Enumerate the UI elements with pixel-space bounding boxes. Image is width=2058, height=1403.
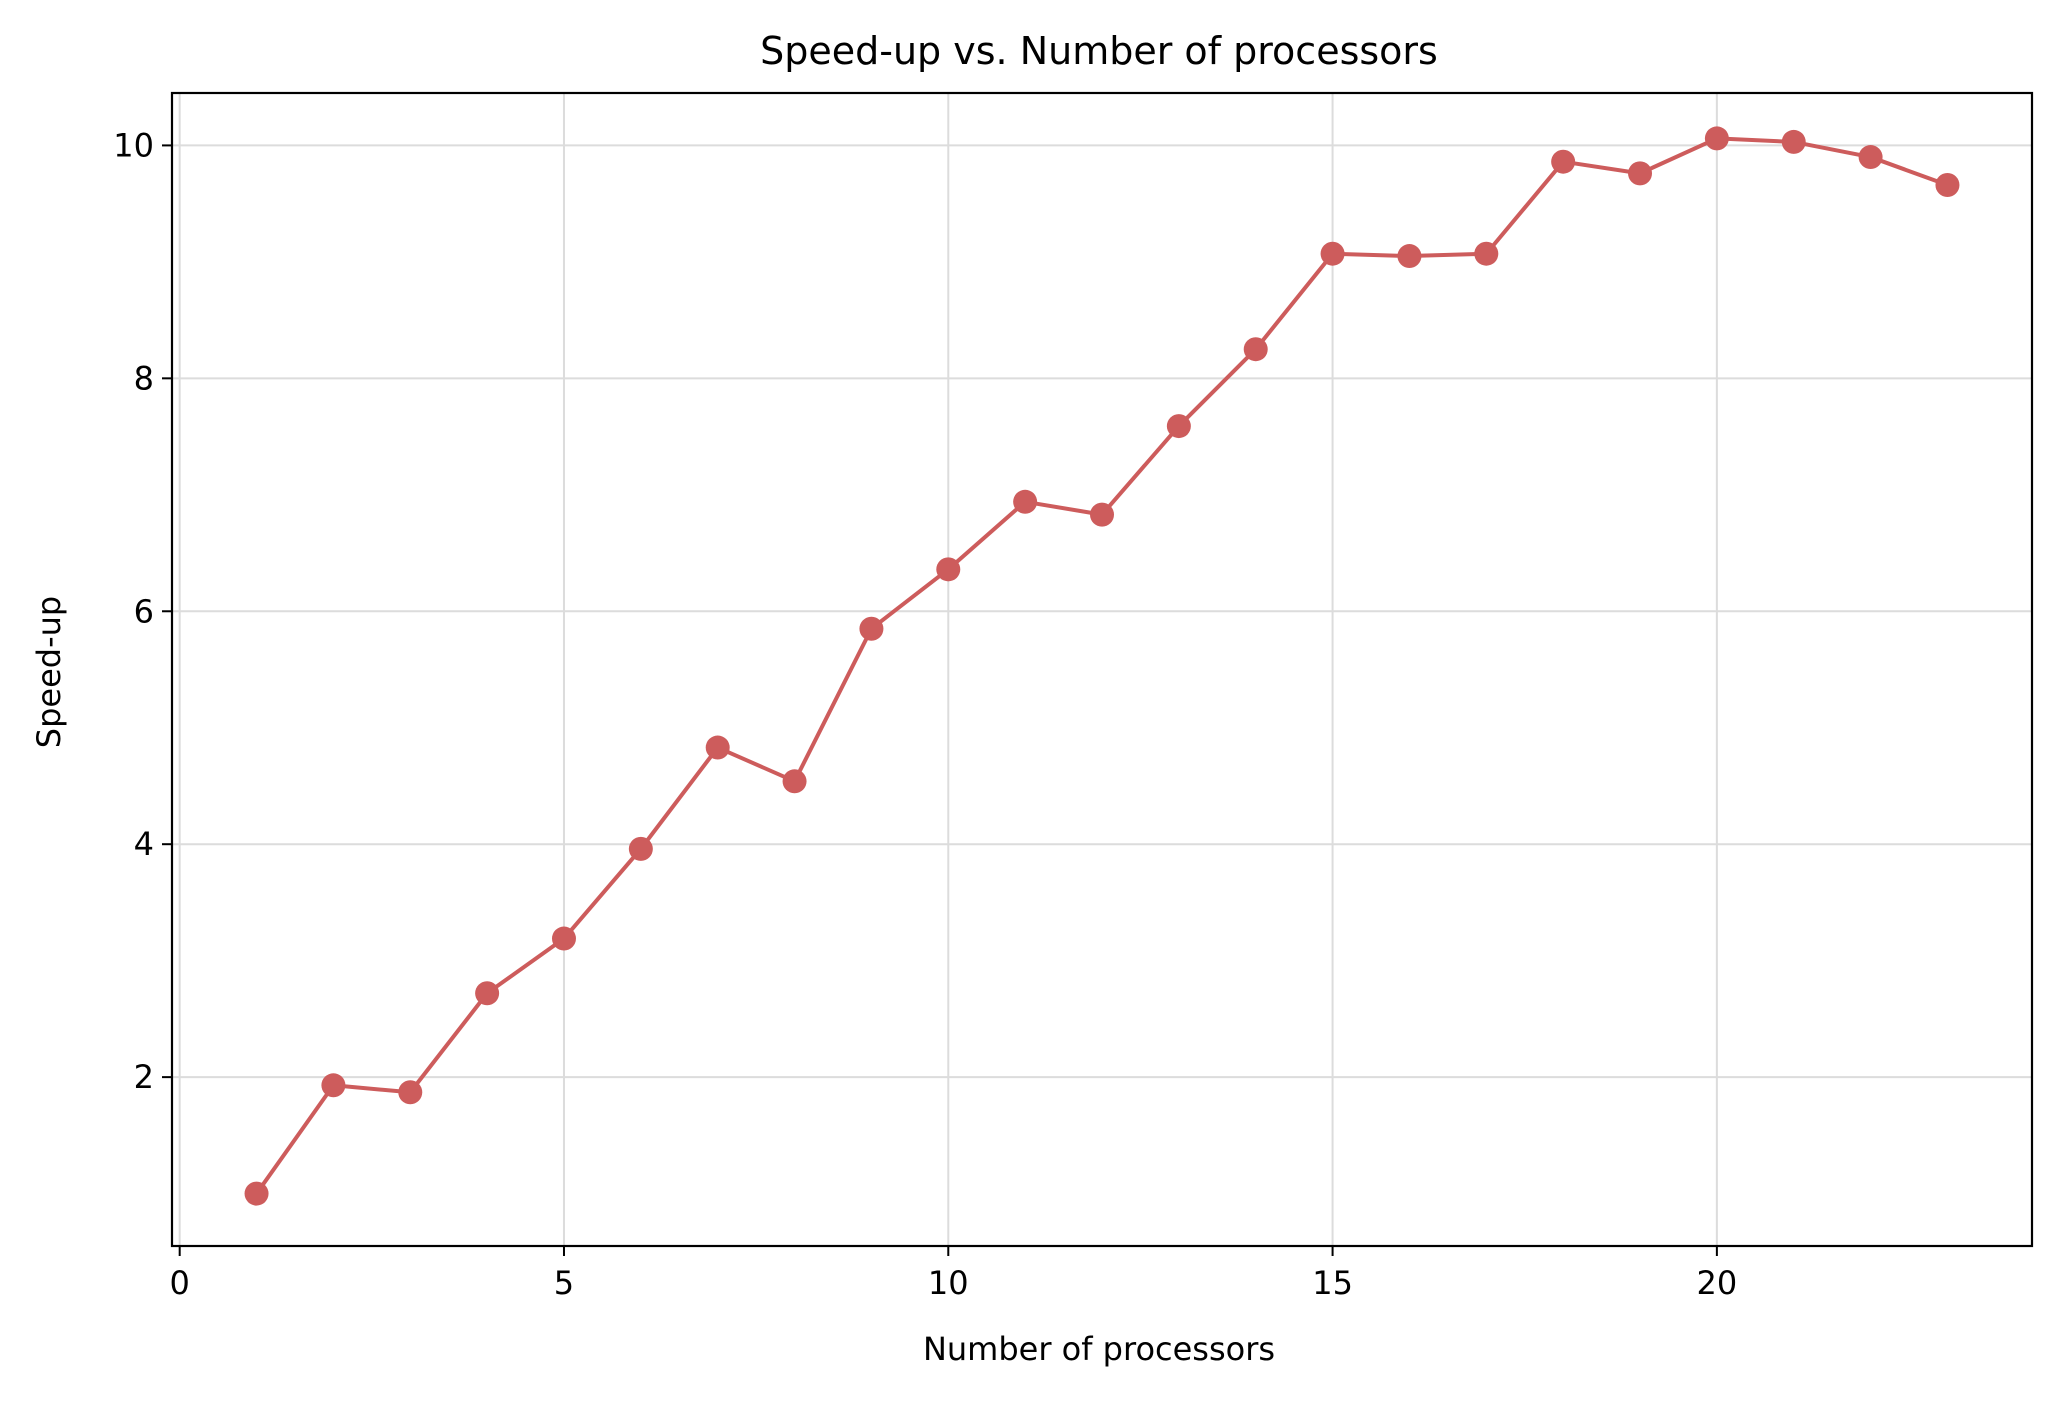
axis-ticks: 0 5 10 15 20 2 4 6 8 10 (113, 126, 1737, 1302)
data-point (1935, 173, 1960, 198)
x-tick-label: 15 (1312, 1264, 1353, 1302)
y-tick-label: 6 (134, 592, 154, 630)
data-point (628, 836, 653, 861)
data-point (244, 1181, 269, 1206)
chart-title: Speed-up vs. Number of processors (760, 29, 1438, 73)
series-layer (244, 126, 1960, 1206)
data-point (1397, 244, 1422, 269)
data-point (1090, 502, 1114, 527)
data-point (398, 1080, 423, 1105)
y-tick-label: 8 (134, 359, 154, 397)
data-point (705, 735, 730, 760)
x-axis-label: Number of processors (923, 1330, 1275, 1368)
data-point (475, 981, 500, 1006)
data-point (1858, 145, 1883, 170)
y-tick-label: 4 (134, 825, 154, 863)
data-point (321, 1073, 346, 1098)
data-point (1243, 337, 1268, 362)
x-tick-label: 20 (1697, 1264, 1738, 1302)
data-point (1551, 149, 1576, 174)
x-tick-label: 10 (928, 1264, 969, 1302)
data-point (936, 557, 961, 582)
x-tick-label: 0 (170, 1264, 190, 1302)
data-point (1704, 126, 1729, 151)
data-point (551, 926, 576, 951)
data-point (1781, 129, 1806, 154)
data-point (1474, 241, 1499, 266)
data-point (1013, 489, 1038, 514)
data-point (1628, 161, 1653, 186)
y-tick-label: 10 (113, 126, 154, 164)
data-point (859, 616, 884, 641)
y-tick-label: 2 (134, 1058, 154, 1096)
y-axis-label: Speed-up (30, 596, 68, 748)
data-point (1320, 241, 1345, 266)
data-point (782, 769, 807, 794)
x-tick-label: 5 (554, 1264, 574, 1302)
data-point (1166, 414, 1191, 439)
plot-frame (170, 91, 2034, 1248)
